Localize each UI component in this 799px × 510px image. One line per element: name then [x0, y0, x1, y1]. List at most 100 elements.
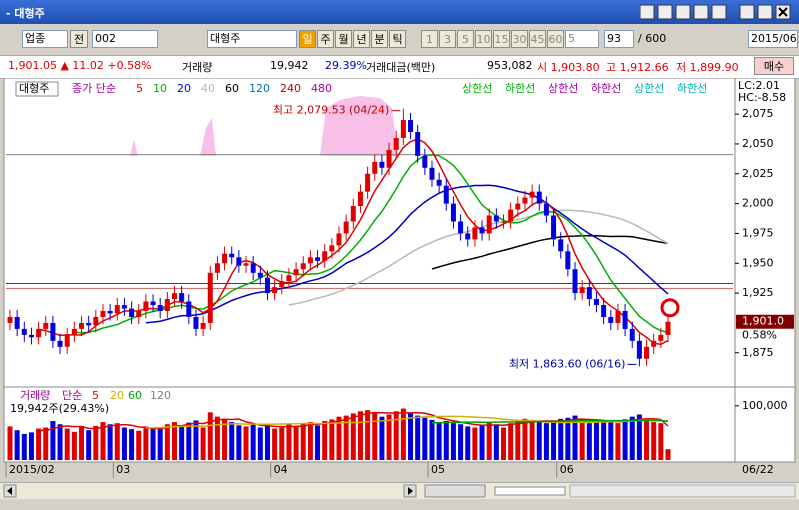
- candle-body: [293, 269, 299, 276]
- volume-bar: [229, 422, 235, 460]
- window-title: - 대형주: [6, 7, 45, 20]
- candle-body: [365, 173, 371, 192]
- volume-bar: [436, 422, 442, 460]
- scrollbar[interactable]: [0, 482, 799, 499]
- interval-button[interactable]: 30: [511, 30, 528, 48]
- scroll-controls[interactable]: [0, 483, 799, 499]
- volume-bar: [415, 415, 421, 460]
- candle-body: [372, 161, 378, 174]
- quote-price: 1,901.05 ▲ 11.02 +0.58%: [8, 59, 152, 72]
- volume-bar: [207, 412, 213, 460]
- volume-bar: [21, 434, 27, 460]
- candle-body: [28, 334, 34, 338]
- interval-button[interactable]: 1: [421, 30, 438, 48]
- volume-bar: [472, 427, 478, 460]
- volume-bar: [172, 422, 177, 460]
- volume-bar: [71, 431, 77, 460]
- interval-button[interactable]: 3: [439, 30, 456, 48]
- volume-bar: [651, 422, 657, 460]
- candle-body: [100, 311, 106, 317]
- buy-button[interactable]: 매수: [754, 57, 794, 75]
- candle-body: [558, 239, 564, 252]
- candle-body: [350, 205, 356, 222]
- interval-button[interactable]: 60: [547, 30, 564, 48]
- candle-body: [157, 305, 163, 312]
- candle-body: [21, 328, 27, 335]
- candle-body: [86, 322, 92, 326]
- interval-button[interactable]: 5: [457, 30, 474, 48]
- interval-button[interactable]: 15: [493, 30, 510, 48]
- period-button[interactable]: 분: [371, 30, 388, 48]
- volume-value: 19,942: [270, 59, 309, 72]
- candle-body: [601, 305, 607, 317]
- volume-tick-label: 100,000: [742, 399, 788, 412]
- ma-legend: 60: [225, 82, 239, 95]
- volume-bar: [250, 424, 256, 460]
- volume-ratio: 29.39%: [325, 59, 367, 72]
- candle-body: [336, 233, 342, 246]
- candle-body: [608, 316, 614, 323]
- candle-body: [615, 311, 621, 323]
- candle-body: [501, 221, 506, 223]
- lc-label: LC:2.01: [738, 79, 780, 92]
- candle-body: [193, 316, 199, 329]
- window-button-icons[interactable]: [639, 4, 795, 20]
- volume-bar: [150, 428, 156, 460]
- candle-body: [644, 346, 650, 359]
- volume-bar: [257, 427, 263, 460]
- interval-button[interactable]: 45: [529, 30, 546, 48]
- volume-bar: [236, 425, 242, 460]
- candle-body: [658, 334, 664, 341]
- candle-body: [64, 334, 70, 347]
- volume-bar: [429, 419, 435, 460]
- period-button[interactable]: 월: [335, 30, 352, 48]
- volume-bar: [143, 426, 149, 460]
- prev-button[interactable]: 전: [70, 30, 88, 48]
- period-button[interactable]: 주: [317, 30, 334, 48]
- volume-bar: [93, 425, 99, 460]
- period-button[interactable]: 년: [353, 30, 370, 48]
- candle-body: [665, 321, 671, 335]
- volume-bar: [43, 427, 49, 460]
- window-buttons[interactable]: [639, 4, 795, 20]
- market-select[interactable]: 업종: [22, 30, 68, 48]
- volume-moving-average: [145, 415, 669, 429]
- period-button[interactable]: 틱: [389, 30, 406, 48]
- count-input[interactable]: 93: [604, 30, 634, 48]
- candle-body: [472, 227, 478, 240]
- candle-body: [186, 301, 192, 317]
- candle-body: [264, 277, 270, 294]
- volume-bar: [121, 427, 127, 460]
- volume-bar: [322, 421, 328, 460]
- volume-bar: [222, 418, 228, 460]
- interval-input[interactable]: 5: [565, 30, 599, 48]
- volume-bar: [214, 416, 220, 460]
- volume-bar: [315, 425, 321, 460]
- candle-body: [393, 137, 399, 150]
- candle-body: [121, 305, 127, 309]
- y-tick-label: 1,975: [742, 226, 774, 239]
- last-date: 06/22: [742, 463, 774, 476]
- month-label: 05: [431, 463, 445, 476]
- interval-button[interactable]: 10: [475, 30, 492, 48]
- moving-average: [145, 184, 669, 324]
- candle-body: [465, 233, 471, 240]
- volume-bar: [100, 422, 106, 460]
- code-input[interactable]: 002: [92, 30, 158, 48]
- volume-bar: [86, 430, 92, 460]
- volume-bar: [79, 426, 85, 460]
- candle-body: [236, 257, 242, 266]
- volume-bar: [36, 428, 42, 460]
- chart: 대형주 종가 단순 5 10 20 40 60 120 240 480 상한선 하한선 상한선 하한선 상한…: [3, 78, 796, 478]
- y-tick-label: 2,025: [742, 167, 774, 180]
- volume-bar: [593, 421, 599, 460]
- moving-average: [74, 153, 669, 334]
- candle-body: [71, 328, 77, 335]
- volume-ma-legend: 5: [92, 389, 99, 402]
- volume-bar: [264, 425, 270, 460]
- period-button[interactable]: 일: [299, 30, 316, 48]
- volume-ma-legend: 60: [128, 389, 142, 402]
- candle-body: [307, 257, 313, 264]
- date-input[interactable]: 2015/06: [748, 30, 798, 48]
